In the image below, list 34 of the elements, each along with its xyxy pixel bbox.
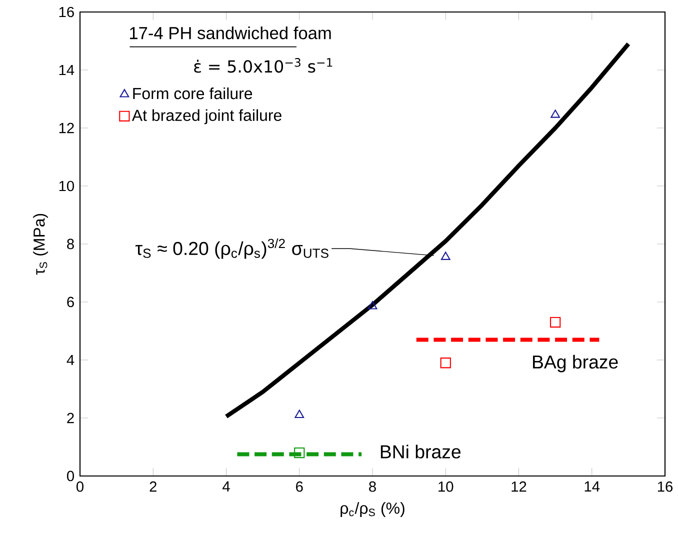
y-tick-label: 14: [59, 64, 74, 76]
x-tick-label: 6: [296, 481, 303, 492]
x-tick-label: 14: [584, 481, 600, 492]
y-tick-label: 6: [67, 296, 74, 308]
y-tick-label: 10: [59, 180, 74, 192]
point: [440, 252, 450, 260]
annotation: BAg braze: [533, 354, 618, 372]
text: τ$_{S}$ ≈ 0.20 (ρ$_{c}$/ρ$_{s}$)$^{3/2}$ σ$_{UTS}$: [135, 238, 328, 259]
y-tick-label: 16: [59, 6, 74, 18]
point: [550, 316, 561, 328]
y-axis-title: τ$_{S}$ (MPa): [33, 214, 48, 275]
point: [550, 110, 560, 118]
legend-label: Form core failure: [133, 87, 252, 100]
x-tick-label: 12: [512, 481, 526, 492]
x-tick-label: 2: [150, 481, 156, 492]
x-tick-label: 0: [76, 481, 84, 492]
point: [294, 447, 305, 458]
point: [294, 410, 304, 418]
y-tick-label: 2: [67, 412, 74, 424]
legend-label: At brazed joint failure: [132, 109, 282, 124]
point: [368, 301, 378, 310]
y-tick-label: 8: [67, 238, 74, 250]
annotation: ε̇ = 5.0x10$^{−3}$ s$^{−1}$: [194, 58, 332, 73]
x-axis-title: ρ$_{c}$/ρ$_{S}$ (%): [340, 502, 404, 518]
point: [440, 358, 451, 368]
annotation: BNi braze: [380, 444, 461, 458]
x-tick-label: 4: [222, 481, 230, 492]
y-tick-label: 4: [66, 354, 74, 366]
y-tick-label: 0: [66, 470, 74, 482]
x-tick-label: 16: [658, 481, 673, 492]
x-tick-label: 10: [438, 481, 454, 492]
x-tick-label: 8: [369, 481, 376, 492]
annotation: 17-4 PH sandwiched foam: [130, 26, 331, 40]
y-tick-label: 12: [59, 122, 74, 134]
